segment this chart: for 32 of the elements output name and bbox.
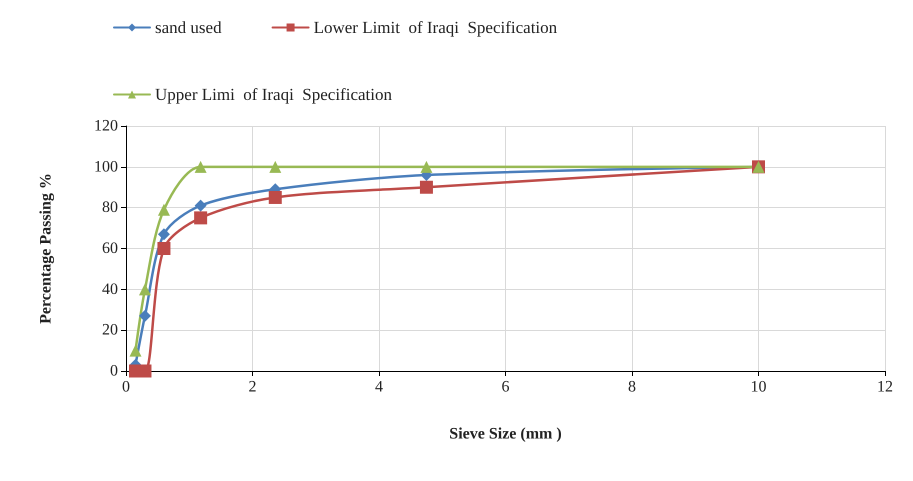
x-tick-label: 4 [375,378,383,396]
point [269,160,282,173]
point [158,204,170,216]
x-tick-label: 0 [122,378,130,396]
legend-label: Lower Limit of Iraqi Specification [314,18,558,37]
point [158,228,170,240]
y-axis-title: Percentage Passing % [38,173,54,324]
point [268,190,282,204]
x-axis-title: Sieve Size (mm ) [449,426,562,442]
y-tick-label: 100 [94,158,118,176]
x-tick-label: 10 [750,378,766,396]
y-tick-label: 20 [102,322,118,339]
x-tick-label: 8 [628,378,636,396]
x-tick-label: 12 [877,378,893,396]
legend-label: sand used [155,18,222,37]
point [194,200,207,212]
y-tick-label: 120 [94,118,118,134]
point [194,211,208,224]
point [420,160,432,173]
x-tick-label: 6 [502,378,510,396]
legend-label: Upper Limi of Iraqi Specification [155,85,392,104]
point [129,344,142,357]
y-tick-label: 80 [102,199,118,216]
y-tick-label: 40 [102,280,118,298]
point [138,283,151,296]
point [138,310,151,322]
y-tick-label: 0 [110,362,118,380]
x-tick-label: 2 [248,378,256,396]
point [157,242,170,255]
point [420,180,433,194]
y-tick-label: 60 [102,240,118,257]
point [194,160,207,173]
